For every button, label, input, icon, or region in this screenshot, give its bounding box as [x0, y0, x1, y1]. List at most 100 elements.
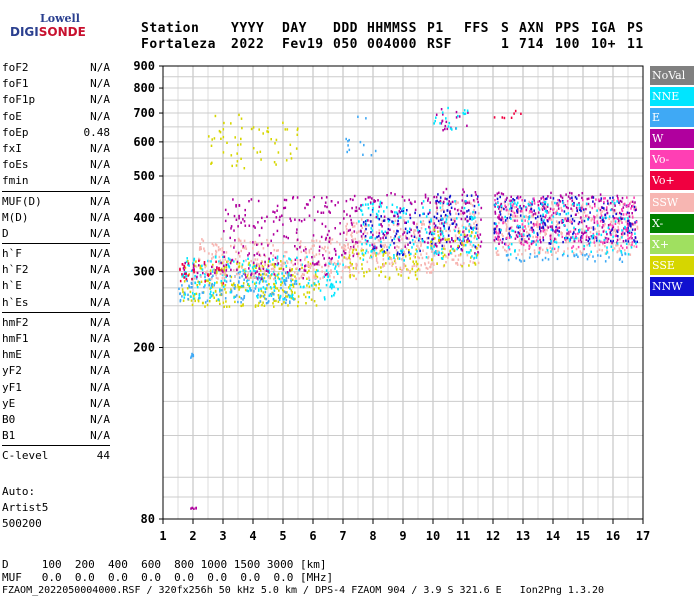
data-point: [621, 217, 624, 220]
data-point: [553, 207, 555, 211]
data-point: [457, 114, 459, 118]
data-point: [444, 127, 446, 131]
data-point: [299, 259, 302, 262]
data-point: [214, 114, 217, 118]
data-point: [382, 219, 385, 222]
data-point: [289, 287, 291, 290]
data-point: [345, 225, 347, 228]
data-point: [585, 229, 588, 233]
data-point: [625, 213, 628, 216]
data-point: [515, 205, 518, 209]
param-value: N/A: [90, 429, 110, 443]
data-point: [382, 232, 385, 235]
data-point: [628, 229, 631, 232]
data-point: [480, 206, 483, 210]
data-point: [424, 262, 426, 265]
data-point: [371, 229, 374, 232]
data-point: [479, 233, 482, 236]
data-point: [604, 197, 606, 200]
data-point: [504, 248, 506, 252]
data-point: [565, 241, 567, 244]
data-point: [620, 212, 623, 216]
data-point: [505, 223, 508, 226]
data-point: [568, 231, 570, 235]
data-point: [480, 240, 483, 243]
data-point: [433, 245, 435, 248]
data-point: [364, 197, 367, 201]
data-point: [586, 214, 589, 217]
data-point: [326, 279, 329, 282]
data-point: [233, 260, 235, 263]
data-point: [544, 233, 547, 237]
data-point: [461, 193, 464, 197]
data-point: [555, 241, 558, 244]
data-point: [414, 273, 417, 277]
data-point: [475, 193, 477, 196]
data-point: [619, 199, 622, 203]
data-point: [195, 265, 198, 268]
data-point: [233, 296, 235, 299]
data-point: [361, 267, 363, 270]
data-point: [449, 249, 451, 253]
data-point: [621, 234, 623, 238]
data-point: [264, 287, 267, 291]
data-point: [283, 198, 286, 202]
data-point: [441, 238, 444, 241]
data-point: [300, 240, 302, 243]
data-point: [343, 210, 345, 213]
data-point: [577, 237, 580, 240]
data-point: [195, 506, 197, 510]
data-point: [181, 295, 183, 298]
data-point: [181, 284, 183, 287]
data-point: [429, 226, 431, 229]
data-point: [183, 268, 186, 272]
data-point: [528, 204, 530, 207]
data-point: [473, 222, 475, 225]
data-point: [283, 290, 285, 293]
data-point: [403, 250, 405, 253]
data-point: [611, 228, 613, 231]
data-point: [357, 252, 360, 255]
data-point: [369, 201, 372, 204]
data-point: [509, 226, 512, 230]
data-point: [213, 296, 215, 299]
data-point: [618, 222, 621, 225]
data-point: [337, 201, 339, 204]
data-point: [354, 237, 357, 241]
data-point: [633, 239, 635, 242]
data-point: [190, 299, 193, 302]
data-point: [258, 288, 260, 291]
data-point: [227, 260, 229, 263]
data-point: [395, 234, 398, 237]
data-point: [360, 208, 362, 212]
data-point: [376, 235, 378, 239]
data-point: [430, 263, 432, 266]
data-point: [619, 211, 621, 215]
data-point: [530, 228, 533, 232]
data-point: [547, 251, 549, 254]
data-point: [419, 214, 421, 217]
data-point: [370, 227, 372, 230]
data-point: [290, 261, 293, 264]
data-point: [628, 224, 630, 227]
data-point: [375, 259, 378, 262]
data-point: [273, 264, 275, 267]
data-point: [521, 223, 524, 226]
data-point: [577, 211, 580, 215]
data-point: [501, 233, 503, 236]
data-point: [558, 226, 561, 229]
data-point: [378, 205, 381, 209]
data-point: [313, 275, 316, 278]
data-point: [346, 213, 348, 216]
data-point: [411, 267, 414, 271]
data-point: [294, 291, 296, 294]
data-point: [558, 213, 561, 216]
data-point: [529, 253, 532, 256]
data-point: [235, 164, 238, 167]
data-point: [203, 247, 205, 250]
data-point: [449, 223, 451, 227]
data-point: [561, 196, 564, 199]
data-point: [355, 248, 357, 252]
data-point: [510, 195, 512, 198]
param-name: yF2: [2, 364, 22, 378]
